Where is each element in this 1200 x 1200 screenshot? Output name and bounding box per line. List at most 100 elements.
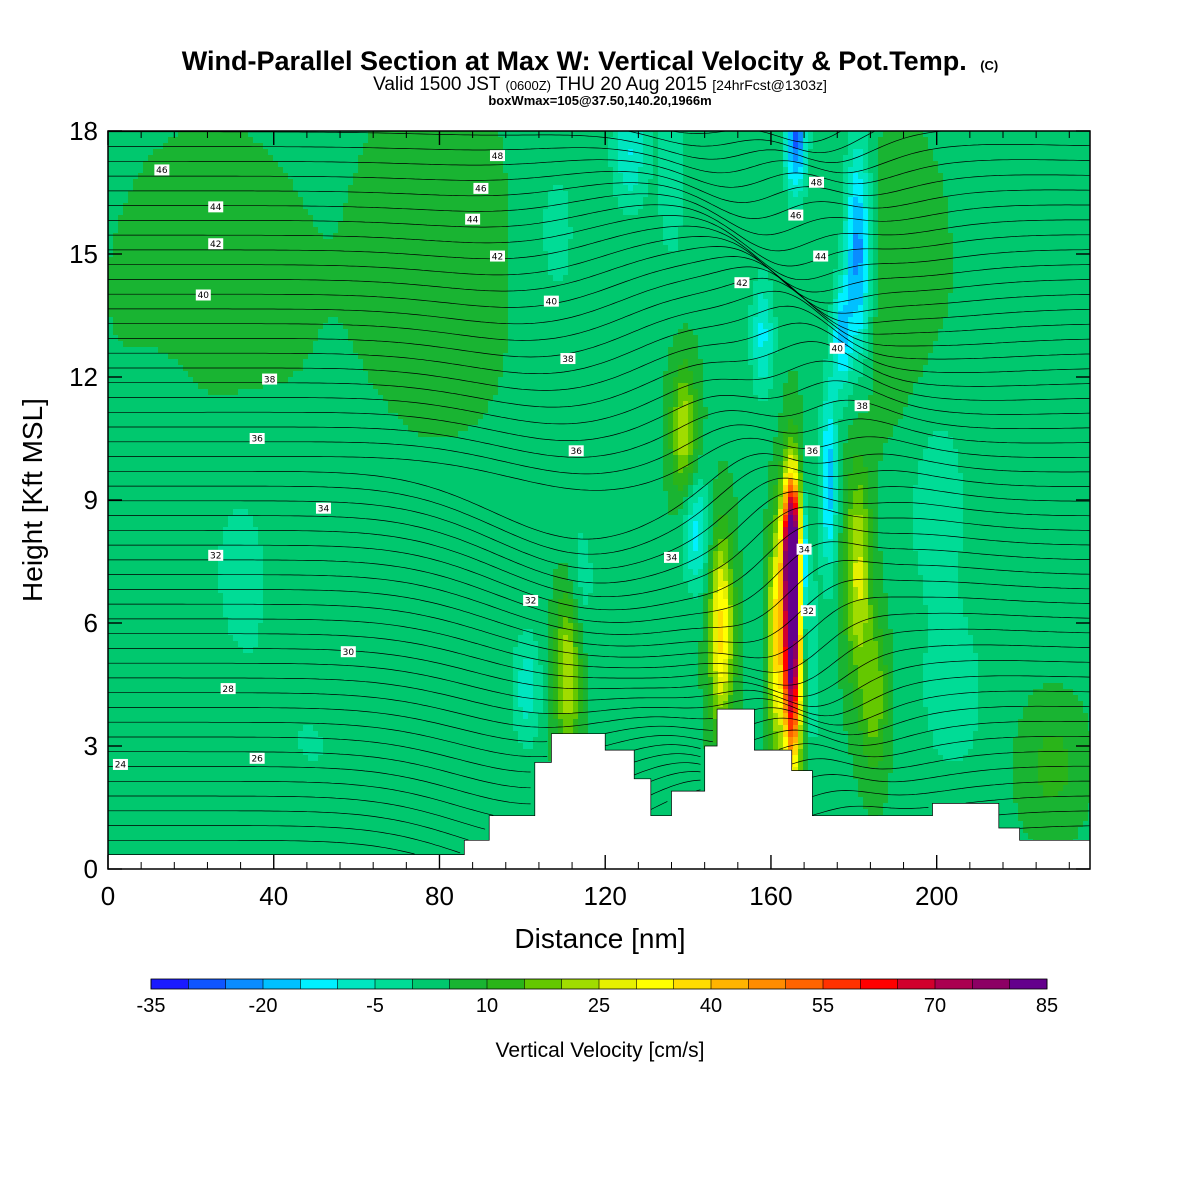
w-cell (123, 497, 129, 504)
w-cell (133, 737, 139, 744)
w-cell (148, 449, 154, 456)
w-cell (158, 659, 164, 666)
w-cell (153, 239, 159, 246)
w-cell (153, 701, 159, 708)
w-cell (128, 737, 134, 744)
w-cell (163, 665, 169, 672)
w-cell (108, 779, 114, 786)
w-cell (113, 635, 119, 642)
w-cell (158, 803, 164, 810)
w-cell (118, 605, 124, 612)
w-cell (148, 317, 154, 324)
w-cell (153, 233, 159, 240)
w-cell (148, 785, 154, 792)
w-cell (143, 545, 149, 552)
w-cell (158, 515, 164, 522)
w-cell (108, 359, 114, 366)
w-cell (138, 755, 144, 762)
w-cell (128, 701, 134, 708)
w-cell (153, 221, 159, 228)
w-cell (108, 665, 114, 672)
w-cell (113, 815, 119, 822)
w-cell (108, 137, 114, 144)
w-cell (133, 785, 139, 792)
w-cell (158, 593, 164, 600)
w-cell (128, 191, 134, 198)
w-cell (128, 371, 134, 378)
w-cell (118, 695, 124, 702)
w-cell (138, 395, 144, 402)
w-cell (138, 221, 144, 228)
w-cell (118, 653, 124, 660)
w-cell (158, 209, 164, 216)
w-cell (113, 401, 119, 408)
w-cell (148, 413, 154, 420)
w-cell (123, 371, 129, 378)
w-cell (133, 227, 139, 234)
w-cell (118, 269, 124, 276)
w-cell (153, 653, 159, 660)
w-cell (133, 137, 139, 144)
w-cell (118, 803, 124, 810)
w-cell (148, 599, 154, 606)
w-cell (133, 503, 139, 510)
w-cell (133, 179, 139, 186)
w-cell (158, 269, 164, 276)
w-cell (113, 281, 119, 288)
w-cell (148, 443, 154, 450)
w-cell (148, 575, 154, 582)
w-cell (118, 563, 124, 570)
w-cell (163, 245, 169, 252)
w-cell (158, 737, 164, 744)
w-cell (138, 413, 144, 420)
w-cell (133, 815, 139, 822)
w-cell (143, 725, 149, 732)
w-cell (153, 533, 159, 540)
w-cell (113, 287, 119, 294)
w-cell (108, 833, 114, 840)
w-cell (133, 317, 139, 324)
w-cell (163, 533, 169, 540)
w-cell (113, 455, 119, 462)
w-cell (113, 515, 119, 522)
w-cell (148, 203, 154, 210)
w-cell (133, 671, 139, 678)
w-cell (123, 671, 129, 678)
w-cell (128, 149, 134, 156)
w-cell (123, 305, 129, 312)
w-cell (113, 749, 119, 756)
w-cell (108, 155, 114, 162)
w-cell (108, 317, 114, 324)
w-cell (143, 701, 149, 708)
w-cell (148, 551, 154, 558)
w-cell (128, 749, 134, 756)
w-cell (133, 725, 139, 732)
w-cell (108, 791, 114, 798)
w-cell (143, 551, 149, 558)
w-cell (158, 743, 164, 750)
w-cell (163, 311, 169, 318)
w-cell (138, 233, 144, 240)
w-cell (123, 629, 129, 636)
w-cell (128, 341, 134, 348)
w-cell (143, 191, 149, 198)
w-cell (158, 311, 164, 318)
w-cell (118, 329, 124, 336)
w-cell (118, 641, 124, 648)
w-cell (138, 149, 144, 156)
w-cell (118, 395, 124, 402)
w-cell (118, 599, 124, 606)
w-cell (133, 383, 139, 390)
w-cell (113, 845, 119, 852)
w-cell (158, 413, 164, 420)
w-cell (158, 203, 164, 210)
w-cell (118, 611, 124, 618)
w-cell (123, 599, 129, 606)
w-cell (118, 419, 124, 426)
w-cell (143, 737, 149, 744)
w-cell (153, 755, 159, 762)
w-cell (138, 197, 144, 204)
w-cell (128, 467, 134, 474)
w-cell (143, 647, 149, 654)
w-cell (108, 683, 114, 690)
